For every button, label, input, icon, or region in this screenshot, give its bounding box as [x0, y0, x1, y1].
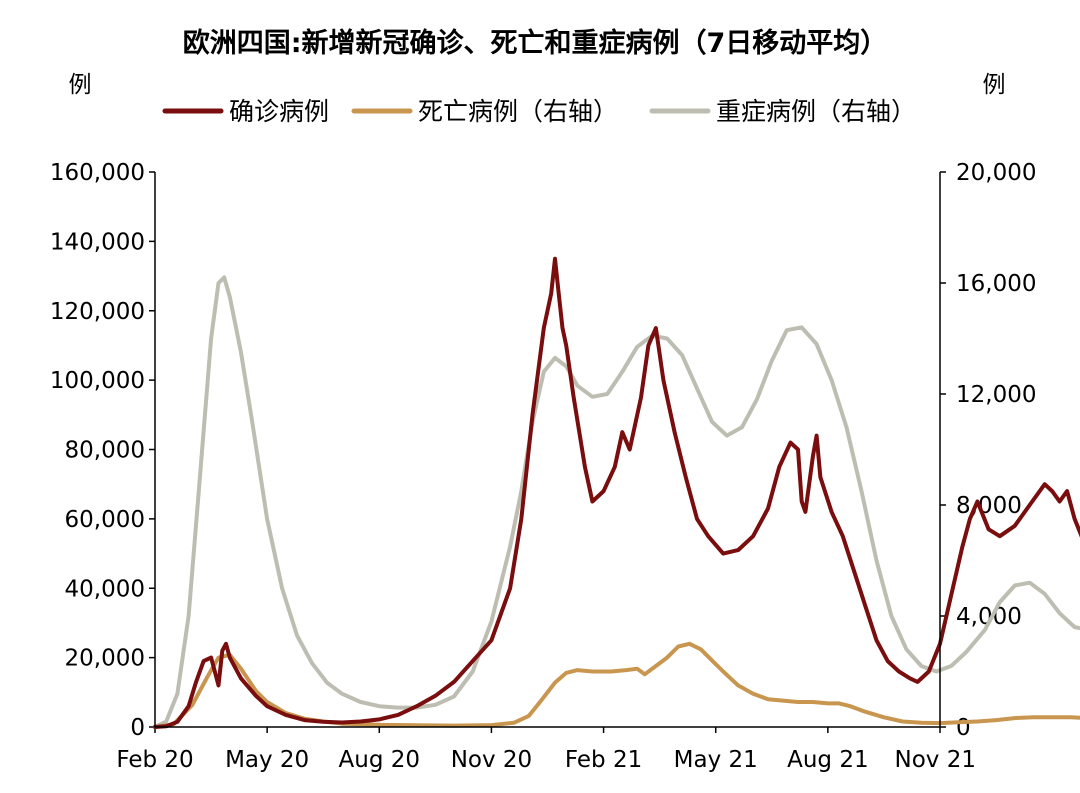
left-tick-label: 120,000	[50, 299, 145, 325]
right-axis-unit: 例	[983, 72, 1006, 98]
x-tick-label: Aug 20	[339, 747, 421, 773]
legend-label-0: 确诊病例	[229, 97, 329, 126]
left-tick-label: 100,000	[50, 368, 145, 394]
x-tick-label: Feb 20	[116, 747, 193, 773]
right-tick-label: 16,000	[956, 271, 1036, 297]
left-tick-label: 20,000	[65, 646, 145, 672]
x-tick-label: Feb 21	[565, 747, 642, 773]
left-tick-label: 80,000	[65, 438, 145, 464]
series-line-1	[153, 641, 1080, 729]
series-line-0	[153, 256, 1080, 729]
chart-title: 欧洲四国:新增新冠确诊、死亡和重症病例（7日移动平均）	[183, 27, 888, 59]
right-tick-label: 12,000	[956, 382, 1036, 408]
left-tick-label: 0	[130, 715, 145, 741]
left-tick-label: 160,000	[50, 160, 145, 186]
x-axis: Feb 20 May 20 Aug 20 Nov 20 Feb 21 May 21 Aug …	[116, 727, 976, 773]
left-tick-label: 40,000	[65, 576, 145, 602]
legend-label-2: 重症病例（右轴）	[716, 97, 916, 126]
series-layer	[153, 256, 1080, 729]
right-tick-label: 0	[956, 715, 971, 741]
left-tick-label: 140,000	[50, 229, 145, 255]
legend-label-1: 死亡病例（右轴）	[418, 97, 618, 126]
x-tick-label: Nov 20	[451, 747, 532, 773]
right-tick-label: 8,000	[956, 493, 1022, 519]
x-tick-label: May 21	[674, 747, 758, 773]
legend: 确诊病例 死亡病例（右轴） 重症病例（右轴）	[162, 97, 916, 126]
left-axis-unit: 例	[69, 72, 92, 98]
x-tick-label: Aug 21	[787, 747, 869, 773]
x-tick-label: Nov 21	[895, 747, 976, 773]
right-tick-label: 20,000	[956, 160, 1036, 186]
x-tick-label: May 20	[225, 747, 309, 773]
series-line-2	[153, 275, 1080, 729]
left-tick-label: 60,000	[65, 507, 145, 533]
left-y-axis: 0 20,000 40,000 60,000 80,000 100,000 120,000 1…	[50, 160, 155, 741]
